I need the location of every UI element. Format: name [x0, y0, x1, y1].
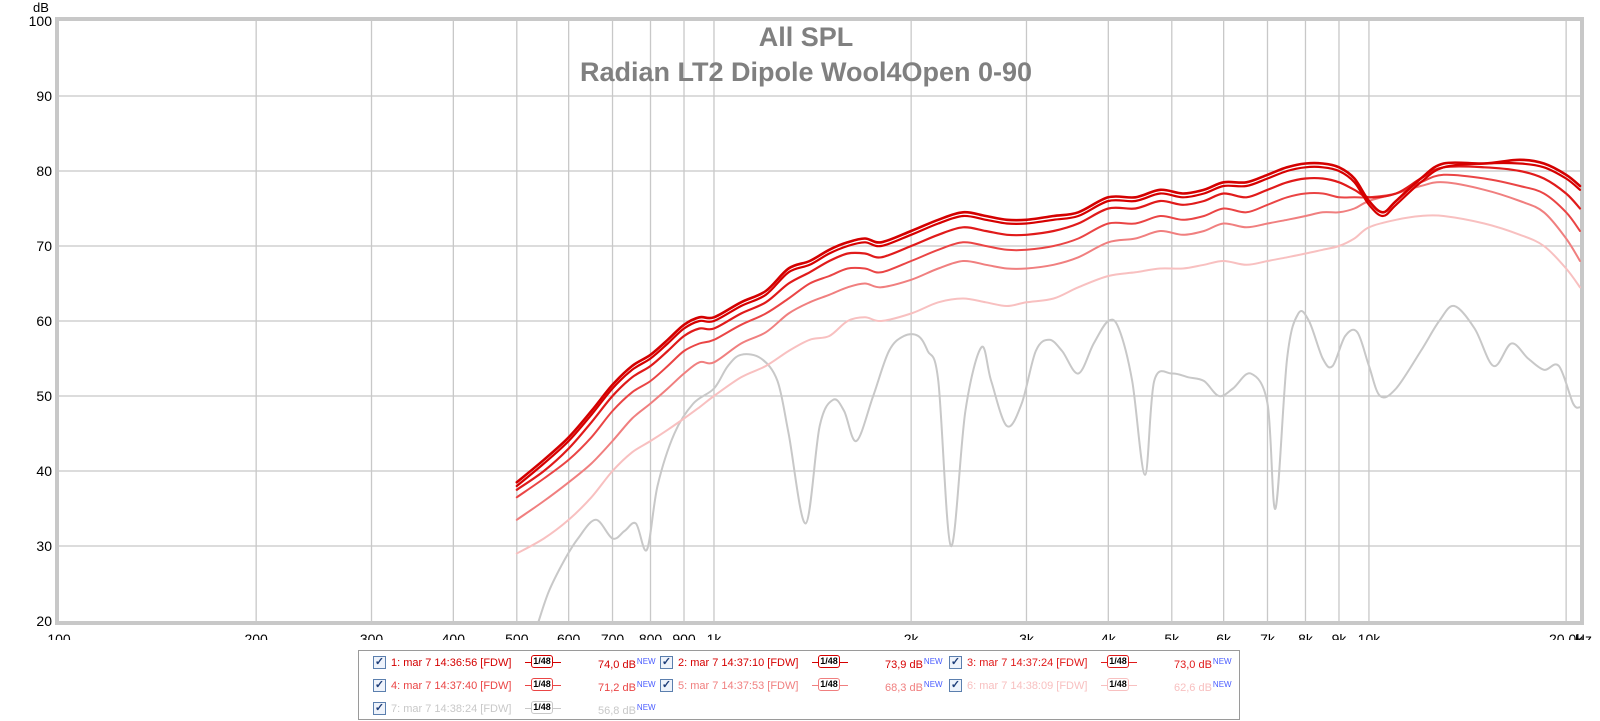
x-tick-label: 10k — [1358, 631, 1382, 640]
x-tick-label: 6k — [1216, 631, 1232, 640]
new-badge: NEW — [1212, 657, 1232, 666]
x-axis-unit: Hz — [1575, 631, 1592, 640]
y-tick-label: 100 — [29, 13, 53, 29]
legend-item-6[interactable]: ✓ 6: mar 7 14:38:09 [FDW] 1/48 62,6 dBNEW — [949, 676, 1239, 696]
new-badge: NEW — [1212, 680, 1232, 689]
x-tick-label: 3k — [1019, 631, 1035, 640]
x-tick-label: 600 — [557, 631, 581, 640]
legend-level: 68,3 dBNEW — [885, 680, 943, 694]
chart-title: All SPL — [759, 22, 854, 52]
series-line-2 — [515, 161, 1582, 488]
x-tick-label: 1k — [707, 631, 723, 640]
y-tick-label: 70 — [36, 238, 52, 254]
legend-label: 1: mar 7 14:36:56 [FDW] — [391, 657, 512, 669]
legend-label: 6: mar 7 14:38:09 [FDW] — [967, 680, 1088, 692]
y-axis-label: dB — [33, 0, 49, 15]
y-tick-label: 30 — [36, 538, 52, 554]
smoothing-badge[interactable]: 1/48 — [525, 701, 561, 715]
y-tick-label: 20 — [36, 613, 52, 629]
series-line-7 — [537, 304, 1581, 622]
x-tick-label: 500 — [505, 631, 529, 640]
new-badge: NEW — [923, 680, 943, 689]
new-badge: NEW — [636, 703, 656, 712]
chart-subtitle: Radian LT2 Dipole Wool4Open 0-90 — [580, 57, 1032, 87]
x-tick-label: 200 — [244, 631, 268, 640]
spl-chart: 20 30 40 50 60 70 80 90 100 100 200 300 400 500 600 700… — [29, 0, 1592, 647]
y-tick-label: 40 — [36, 463, 52, 479]
legend-item-3[interactable]: ✓ 3: mar 7 14:37:24 [FDW] 1/48 73,0 dBNEW — [949, 653, 1239, 673]
legend-label: 5: mar 7 14:37:53 [FDW] — [678, 680, 799, 692]
curves — [515, 158, 1582, 622]
legend-item-4[interactable]: ✓ 4: mar 7 14:37:40 [FDW] 1/48 71,2 dBNEW — [373, 676, 663, 696]
legend-label: 2: mar 7 14:37:10 [FDW] — [678, 657, 799, 669]
new-badge: NEW — [636, 680, 656, 689]
x-tick-label: 2k — [904, 631, 920, 640]
x-tick-label: 8k — [1298, 631, 1314, 640]
x-tick-label: 700 — [601, 631, 625, 640]
smoothing-badge[interactable]: 1/48 — [812, 655, 848, 669]
x-tick-label: 300 — [360, 631, 384, 640]
legend-item-7[interactable]: ✓ 7: mar 7 14:38:24 [FDW] 1/48 56,8 dBNEW — [373, 699, 663, 719]
y-tick-label: 90 — [36, 88, 52, 104]
legend-checkbox[interactable]: ✓ — [660, 679, 673, 692]
legend-label: 3: mar 7 14:37:24 [FDW] — [967, 657, 1088, 669]
x-tick-label: 100 — [47, 631, 71, 640]
smoothing-badge[interactable]: 1/48 — [1101, 655, 1137, 669]
legend-level: 73,0 dBNEW — [1174, 657, 1232, 671]
smoothing-badge[interactable]: 1/48 — [812, 678, 848, 692]
legend-label: 4: mar 7 14:37:40 [FDW] — [391, 680, 512, 692]
new-badge: NEW — [923, 657, 943, 666]
series-line-1 — [515, 158, 1582, 484]
x-tick-label: 7k — [1260, 631, 1276, 640]
smoothing-badge[interactable]: 1/48 — [1101, 678, 1137, 692]
x-tick-label: 9k — [1332, 631, 1348, 640]
legend-item-5[interactable]: ✓ 5: mar 7 14:37:53 [FDW] 1/48 68,3 dBNEW — [660, 676, 950, 696]
legend-level: 73,9 dBNEW — [885, 657, 943, 671]
legend-level: 74,0 dBNEW — [598, 657, 656, 671]
legend-checkbox[interactable]: ✓ — [949, 679, 962, 692]
legend-level: 56,8 dBNEW — [598, 703, 656, 717]
legend-item-2[interactable]: ✓ 2: mar 7 14:37:10 [FDW] 1/48 73,9 dBNEW — [660, 653, 950, 673]
x-tick-label: 5k — [1164, 631, 1180, 640]
new-badge: NEW — [636, 657, 656, 666]
x-tick-label: 900 — [672, 631, 696, 640]
y-tick-label: 60 — [36, 313, 52, 329]
legend-label: 7: mar 7 14:38:24 [FDW] — [391, 703, 512, 715]
chart-area: 20 30 40 50 60 70 80 90 100 100 200 300 400 500 600 700… — [29, 0, 1592, 647]
legend-checkbox[interactable]: ✓ — [373, 702, 386, 715]
legend-level: 71,2 dBNEW — [598, 680, 656, 694]
legend-item-1[interactable]: ✓ 1: mar 7 14:36:56 [FDW] 1/48 74,0 dBNEW — [373, 653, 663, 673]
y-tick-label: 50 — [36, 388, 52, 404]
smoothing-badge[interactable]: 1/48 — [525, 678, 561, 692]
legend-checkbox[interactable]: ✓ — [949, 656, 962, 669]
legend-checkbox[interactable]: ✓ — [373, 656, 386, 669]
x-tick-label: 800 — [639, 631, 663, 640]
x-tick-label: 400 — [442, 631, 466, 640]
series-line-6 — [515, 214, 1581, 555]
y-tick-label: 80 — [36, 163, 52, 179]
legend-level: 62,6 dBNEW — [1174, 680, 1232, 694]
legend-checkbox[interactable]: ✓ — [660, 656, 673, 669]
series-line-3 — [515, 165, 1582, 491]
smoothing-badge[interactable]: 1/48 — [525, 655, 561, 669]
legend-checkbox[interactable]: ✓ — [373, 679, 386, 692]
legend: ✓ 1: mar 7 14:36:56 [FDW] 1/48 74,0 dBNEW ✓ 2… — [358, 650, 1240, 720]
x-tick-label: 4k — [1101, 631, 1117, 640]
